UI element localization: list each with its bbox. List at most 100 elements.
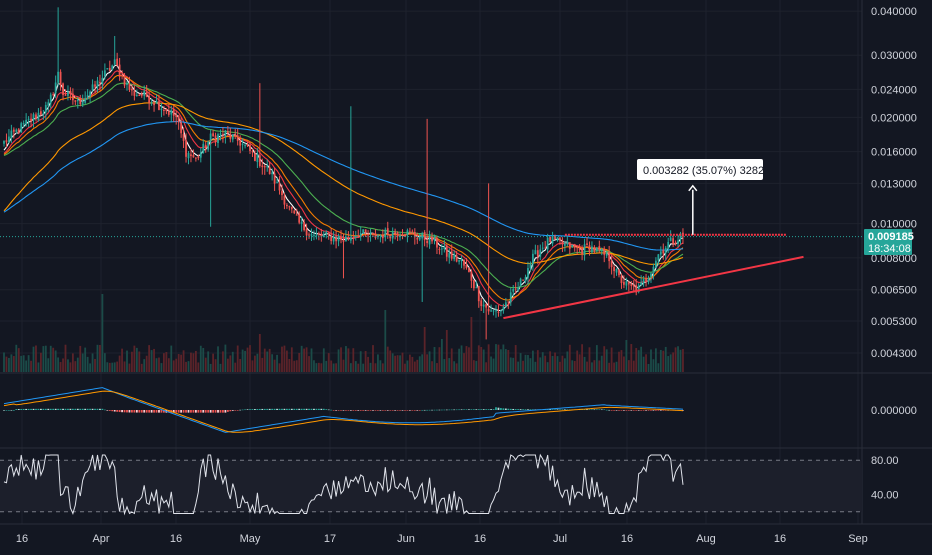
candle-body (3, 140, 5, 144)
macd-histogram-bar (426, 409, 429, 411)
volume-bar (522, 360, 524, 372)
macd-histogram-bar (610, 410, 613, 411)
macd-signal-line (3, 390, 684, 433)
candle-body (10, 130, 13, 138)
candle-body (86, 95, 89, 100)
measure-label-bg (637, 159, 763, 180)
candle-body (534, 250, 537, 255)
candle-body (576, 246, 579, 249)
candle-body (536, 250, 539, 257)
candle-body (42, 113, 45, 115)
macd-histogram-bar (401, 410, 404, 411)
volume-bar (632, 360, 635, 372)
macd-histogram-bar (374, 410, 377, 411)
volume-bar (74, 361, 77, 372)
macd-histogram-bar (148, 410, 151, 413)
candle-body (507, 301, 510, 303)
candle-body (522, 279, 524, 281)
candle-body (426, 240, 429, 244)
volume-bar (217, 346, 219, 372)
candle-body (96, 80, 99, 88)
candle-body (91, 84, 94, 91)
volume-bar (497, 344, 500, 372)
candle-body (182, 134, 185, 141)
candle-body (359, 233, 362, 237)
volume-bar (194, 350, 197, 372)
macd-histogram-bar (475, 409, 478, 410)
volume-bar (30, 360, 32, 372)
volume-bar (581, 344, 583, 372)
macd-histogram-bar (608, 409, 611, 411)
volume-bar (160, 363, 163, 372)
macd-histogram-bar (443, 409, 446, 411)
candle-body (512, 288, 515, 292)
candle-body (103, 70, 106, 77)
macd-histogram-bar (54, 408, 57, 410)
candle-body (615, 268, 618, 273)
candle-body (347, 236, 350, 240)
volume-bar (627, 360, 630, 372)
rsi-line (3, 453, 684, 516)
macd-histogram-bar (121, 410, 123, 413)
candle-body (640, 282, 643, 286)
macd-histogram-bar (645, 410, 647, 411)
macd-histogram-bar (512, 408, 515, 410)
candle-body (455, 255, 458, 262)
candle-body (618, 269, 620, 276)
volume-bar (600, 355, 603, 372)
candle-body (57, 71, 60, 83)
candle-body (566, 241, 569, 245)
candle-body (409, 231, 411, 233)
macd-histogram-bar (406, 410, 409, 411)
macd-histogram-bar (209, 410, 212, 413)
volume-bar (47, 358, 50, 372)
rsi-layer (0, 453, 862, 516)
macd-histogram-bar (69, 408, 72, 410)
candle-body (266, 166, 269, 168)
macd-histogram-bar (416, 410, 419, 411)
volume-bar (487, 344, 490, 372)
macd-histogram-bar (630, 410, 633, 411)
volume-bar (276, 354, 278, 372)
time-tick-label: Sep (848, 533, 868, 545)
macd-histogram-bar (150, 410, 153, 413)
macd-histogram-bar (128, 410, 131, 413)
ema-line (3, 121, 684, 251)
macd-histogram-bar (627, 410, 630, 411)
macd-histogram-bar (293, 408, 296, 410)
macd-layer (3, 387, 684, 433)
macd-histogram-bar (517, 409, 520, 410)
candle-body (30, 118, 32, 122)
candle-body (155, 101, 158, 104)
candle-body (40, 111, 42, 115)
axis-layer: 0.040000 0.030000 0.024000 0.020000 0.016000… (16, 6, 917, 545)
candle-body (591, 246, 593, 253)
volume-bar (158, 357, 160, 372)
volume-bar (27, 355, 30, 372)
volume-bar (3, 352, 5, 372)
ema-line (3, 82, 684, 289)
volume-bar (310, 348, 313, 372)
candle-body (662, 250, 665, 254)
candle-body (404, 234, 406, 237)
macd-histogram-bar (337, 410, 340, 411)
volume-bar (404, 363, 406, 372)
volume-bar (399, 355, 401, 372)
volume-bar (49, 345, 52, 372)
volume-bar (347, 348, 350, 372)
volume-bar (258, 334, 261, 372)
macd-histogram-bar (600, 409, 603, 411)
candle-body (436, 238, 438, 248)
volume-bar (401, 352, 404, 372)
volume-bar (595, 345, 598, 372)
candle-body (384, 229, 387, 238)
price-tick-label: 0.013000 (871, 178, 917, 190)
candle-body (332, 236, 335, 242)
candle-body (94, 84, 96, 87)
time-tick-label: Jun (397, 533, 415, 545)
candle-body (391, 231, 394, 239)
volume-bar (571, 360, 574, 372)
macd-histogram-bar (453, 409, 456, 411)
candle-body (642, 279, 645, 284)
volume-bar (79, 345, 82, 372)
